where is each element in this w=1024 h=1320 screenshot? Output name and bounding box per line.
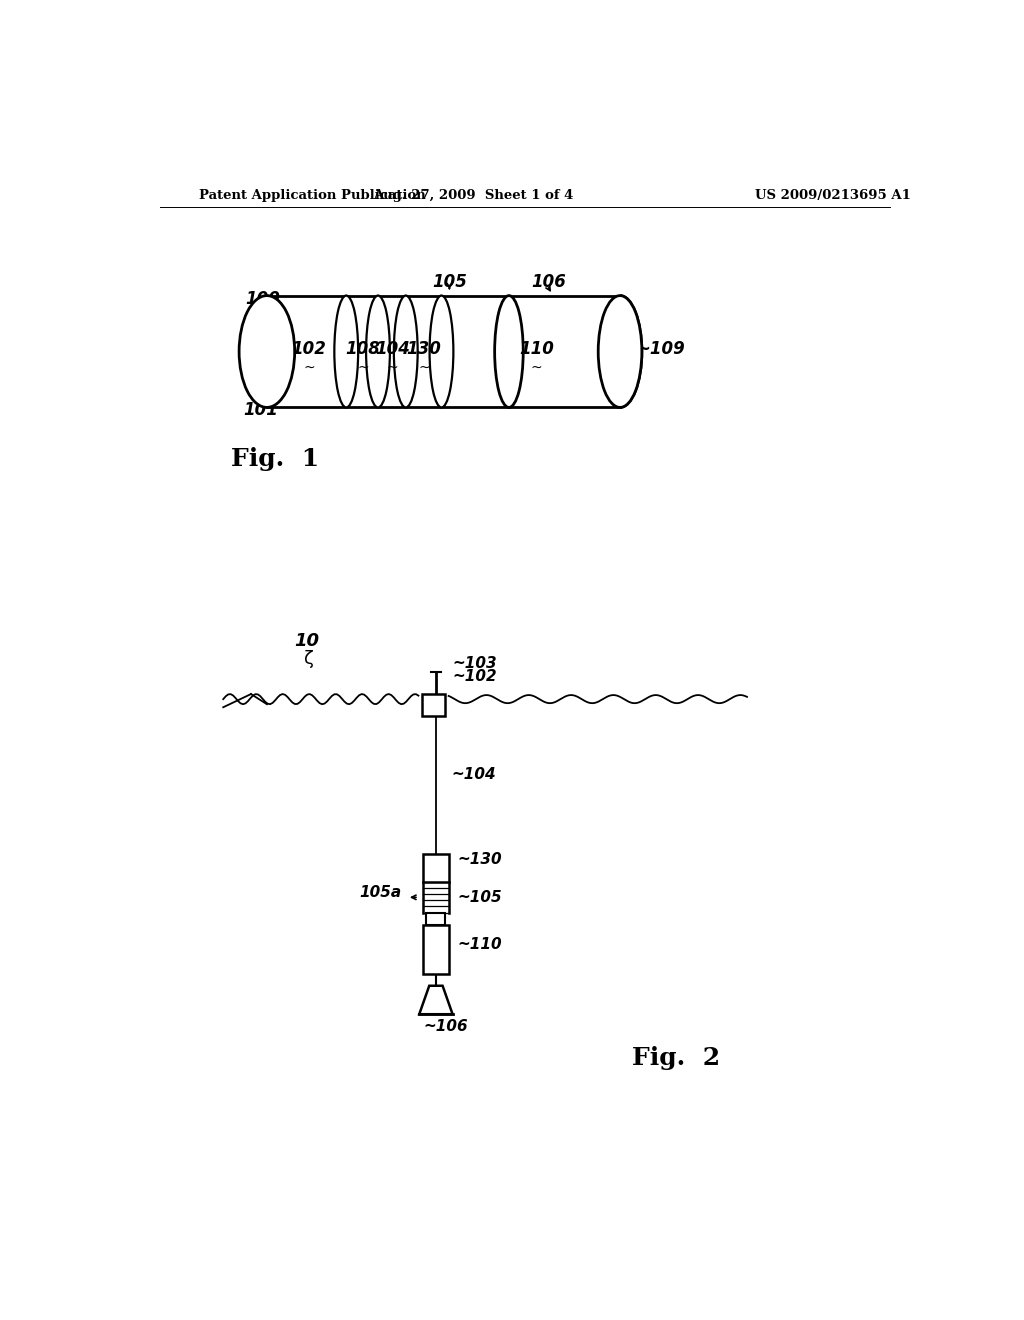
Text: ~110: ~110 — [457, 937, 502, 952]
FancyBboxPatch shape — [423, 694, 444, 717]
Text: ~109: ~109 — [636, 341, 685, 359]
Text: US 2009/0213695 A1: US 2009/0213695 A1 — [755, 189, 910, 202]
Ellipse shape — [239, 296, 295, 408]
Text: ~103: ~103 — [453, 656, 498, 671]
Text: ~: ~ — [386, 360, 398, 375]
Text: 108: 108 — [345, 341, 380, 359]
Text: 10: 10 — [294, 632, 319, 651]
Text: 105a: 105a — [359, 884, 401, 900]
Ellipse shape — [598, 296, 642, 408]
Text: 101: 101 — [243, 401, 278, 420]
Text: 102: 102 — [292, 341, 327, 359]
Text: 130: 130 — [407, 341, 441, 359]
Text: ~106: ~106 — [423, 1019, 468, 1034]
Text: 100: 100 — [246, 289, 281, 308]
Text: Fig.  1: Fig. 1 — [231, 447, 319, 471]
Text: Fig.  2: Fig. 2 — [632, 1045, 720, 1071]
FancyBboxPatch shape — [426, 912, 445, 925]
Text: 110: 110 — [519, 341, 554, 359]
Text: 105: 105 — [432, 273, 467, 292]
Text: ~102: ~102 — [453, 669, 498, 684]
Text: ~: ~ — [418, 360, 430, 375]
Text: 106: 106 — [531, 273, 566, 292]
Text: ~: ~ — [357, 360, 369, 375]
Text: Aug. 27, 2009  Sheet 1 of 4: Aug. 27, 2009 Sheet 1 of 4 — [373, 189, 573, 202]
Text: ~: ~ — [530, 360, 543, 375]
Polygon shape — [419, 986, 453, 1014]
Ellipse shape — [334, 296, 358, 408]
Text: Patent Application Publication: Patent Application Publication — [200, 189, 426, 202]
Ellipse shape — [367, 296, 390, 408]
Text: ~130: ~130 — [457, 853, 502, 867]
Text: ~105: ~105 — [457, 890, 502, 904]
Text: ~: ~ — [303, 360, 314, 375]
Ellipse shape — [430, 296, 454, 408]
Ellipse shape — [394, 296, 418, 408]
FancyBboxPatch shape — [423, 925, 449, 974]
Text: ~104: ~104 — [452, 767, 497, 783]
Ellipse shape — [495, 296, 523, 408]
FancyBboxPatch shape — [423, 854, 449, 882]
Text: ζ: ζ — [304, 651, 314, 668]
Text: 104: 104 — [375, 341, 410, 359]
